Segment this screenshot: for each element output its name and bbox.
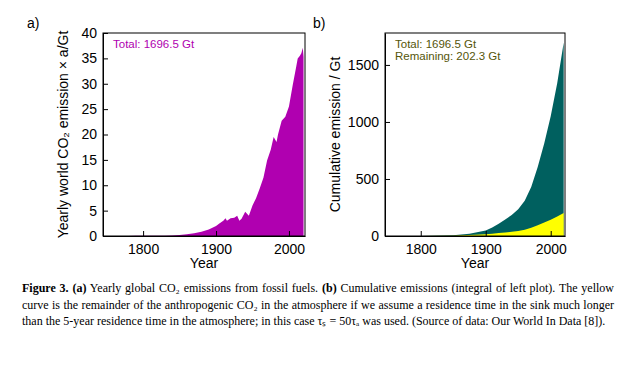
tick: 1800 — [406, 231, 437, 257]
caption-text: Yearly global CO₂ emissions from fossil … — [90, 281, 318, 295]
tick-label: 500 — [356, 171, 380, 187]
tick-mark — [103, 211, 108, 212]
tick-mark — [385, 236, 390, 237]
area — [107, 48, 304, 236]
x-axis: 1800 1900 2000 — [104, 231, 306, 257]
caption: Figure 3. (a) Yearly global CO₂ emission… — [22, 280, 614, 330]
tick-mark — [103, 33, 108, 34]
tick: 25 — [81, 101, 108, 117]
tick: 15 — [81, 152, 108, 168]
x-axis: 1800 1900 2000 — [386, 231, 567, 257]
tick-label: 0 — [371, 228, 379, 244]
tick-label: 30 — [81, 76, 97, 92]
y-axis-title: Yearly world CO₂ emission × a/Gt — [55, 31, 71, 239]
area — [388, 43, 563, 236]
tick-label: 10 — [81, 177, 97, 193]
tick-mark — [103, 160, 108, 161]
area — [388, 213, 563, 236]
tick: 1800 — [128, 231, 159, 257]
tick: 2000 — [274, 231, 305, 257]
tick: 500 — [356, 171, 390, 187]
frame — [385, 33, 565, 236]
x-axis-title: Year — [190, 255, 219, 271]
tick-mark — [385, 179, 390, 180]
tick-mark — [551, 231, 552, 236]
axis-line — [386, 236, 566, 237]
tick: 0 — [89, 228, 108, 244]
tick: 40 — [81, 25, 108, 41]
tick: 35 — [81, 50, 108, 66]
panel-label: b) — [313, 15, 325, 31]
tick-mark — [103, 135, 108, 136]
plot-area — [107, 48, 304, 236]
tick: 20 — [81, 126, 108, 142]
y-axis-title: Cumulative emission / Gt — [327, 57, 343, 213]
tick-mark — [103, 84, 108, 85]
tick-mark — [385, 65, 390, 66]
plot-area — [388, 43, 563, 236]
tick: 1900 — [471, 231, 502, 257]
axis-line — [104, 236, 306, 237]
panel: 1800 1900 2000 0 5 10 15 20 25 30 35 40 Year Yearly w… — [27, 15, 306, 271]
tick: 1500 — [348, 57, 390, 73]
tick-label: 20 — [81, 126, 97, 142]
tick-label: 1000 — [348, 114, 379, 130]
tick-mark — [103, 58, 108, 59]
caption-label: Figure 3. — [22, 281, 69, 295]
caption-tag: (a) — [72, 281, 86, 295]
axis-line — [385, 34, 386, 237]
tick: 10 — [81, 177, 108, 193]
frame — [103, 33, 305, 236]
tick-label: 1500 — [348, 57, 379, 73]
tick-label: 1800 — [128, 241, 159, 257]
annotation: Total: 1696.5 Gt — [395, 38, 477, 50]
tick-label: 15 — [81, 152, 97, 168]
figure: 1800 1900 2000 0 5 10 15 20 25 30 35 40 Year Yearly w… — [0, 0, 618, 280]
tick-mark — [385, 122, 390, 123]
tick: 2000 — [536, 231, 567, 257]
tick-label: 0 — [89, 228, 97, 244]
tick-label: 40 — [81, 25, 97, 41]
tick-label: 2000 — [274, 241, 305, 257]
tick-label: 2000 — [536, 241, 567, 257]
panel-label: a) — [27, 15, 39, 31]
tick-label: 1800 — [406, 241, 437, 257]
y-axis: 0 500 1000 1500 — [348, 34, 390, 244]
annotation: Total: 1696.5 Gt — [113, 38, 195, 50]
tick: 0 — [371, 228, 390, 244]
tick: 1900 — [201, 231, 232, 257]
tick-mark — [421, 231, 422, 236]
tick-label: 25 — [81, 101, 97, 117]
tick-mark — [289, 231, 290, 236]
tick-label: 35 — [81, 50, 97, 66]
panel: 1800 1900 2000 0 500 1000 1500 Year Cumulative e… — [313, 15, 567, 271]
y-axis: 0 5 10 15 20 25 30 35 40 — [81, 25, 108, 244]
tick: 5 — [89, 203, 108, 219]
tick-mark — [486, 231, 487, 236]
tick-mark — [103, 109, 108, 110]
tick-label: 5 — [89, 203, 97, 219]
caption-tag: (b) — [322, 281, 337, 295]
tick-mark — [143, 231, 144, 236]
tick-mark — [216, 231, 217, 236]
tick-mark — [103, 236, 108, 237]
x-axis-title: Year — [461, 255, 490, 271]
tick-mark — [103, 185, 108, 186]
tick: 1000 — [348, 114, 390, 130]
tick: 30 — [81, 76, 108, 92]
annotation: Remaining: 202.3 Gt — [395, 50, 501, 62]
